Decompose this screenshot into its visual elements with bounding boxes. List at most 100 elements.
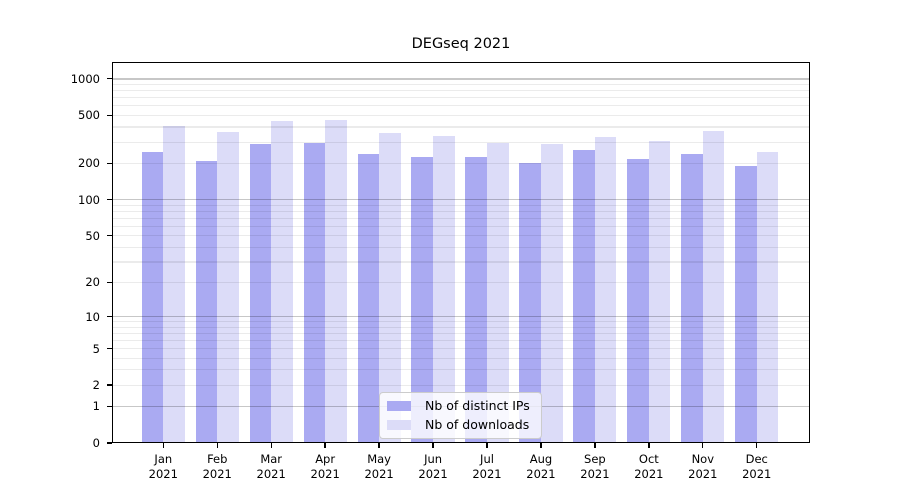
x-tick-year-jul: 2021	[472, 467, 502, 481]
bar-downloads-jun	[433, 135, 455, 443]
x-tick-label-feb: Feb 2021	[185, 452, 249, 482]
gridline-minor-600	[112, 105, 810, 107]
x-tick-year-sep: 2021	[580, 467, 610, 481]
y-tick-label-500: 500	[78, 108, 100, 123]
bar-distinct-ips-dec	[735, 166, 757, 443]
x-tick-mark-jun	[432, 443, 434, 448]
x-tick-year-jan: 2021	[148, 467, 178, 481]
gridline-minor-2	[112, 384, 810, 386]
gridline-minor-30	[112, 261, 810, 263]
bar-downloads-nov	[702, 130, 725, 443]
x-tick-year-may: 2021	[364, 467, 394, 481]
y-tick-label-10: 10	[85, 309, 100, 324]
y-tick-mark-2	[107, 384, 112, 386]
bar-downloads-mar	[271, 121, 293, 443]
legend-entry-downloads: Nb of downloads	[387, 418, 530, 432]
y-tick-label-100: 100	[78, 192, 100, 207]
x-tick-mark-dec	[756, 443, 758, 448]
x-tick-year-aug: 2021	[526, 467, 556, 481]
gridline-minor-7	[112, 332, 810, 334]
bar-distinct-ips-sep	[573, 149, 595, 443]
plot-area	[112, 62, 810, 443]
gridline-minor-80	[112, 210, 810, 212]
bar-distinct-ips-apr	[303, 142, 326, 443]
y-tick-label-1000: 1000	[70, 71, 100, 86]
gridline-minor-8	[112, 326, 810, 328]
gridline-major-10	[112, 315, 810, 318]
x-tick-mark-jan	[162, 443, 164, 448]
x-tick-mark-may	[378, 443, 380, 448]
y-tick-mark-100	[107, 198, 112, 201]
x-tick-year-oct: 2021	[634, 467, 664, 481]
gridline-minor-90	[112, 204, 810, 206]
gridline-minor-6	[112, 339, 810, 341]
x-tick-label-may: May 2021	[347, 452, 411, 482]
x-tick-label-dec: Dec 2021	[725, 452, 789, 482]
y-tick-mark-5	[107, 347, 112, 350]
y-tick-mark-1000	[107, 78, 112, 80]
x-tick-year-mar: 2021	[256, 467, 286, 481]
y-tick-label-20: 20	[85, 275, 100, 290]
y-tick-mark-1	[107, 405, 112, 408]
gridline-minor-70	[112, 217, 810, 219]
gridline-major-1000	[112, 77, 810, 80]
x-tick-year-dec: 2021	[742, 467, 772, 481]
bar-downloads-aug	[540, 144, 563, 443]
y-tick-label-0: 0	[92, 436, 100, 450]
bar-downloads-may	[379, 132, 401, 443]
x-tick-label-jul: Jul 2021	[455, 452, 519, 482]
x-tick-mark-feb	[216, 443, 218, 448]
x-tick-mark-mar	[270, 443, 272, 448]
x-tick-mark-oct	[648, 443, 650, 448]
y-tick-mark-20	[107, 281, 112, 284]
legend-label-downloads: Nb of downloads	[425, 417, 530, 432]
x-tick-year-nov: 2021	[688, 467, 718, 481]
chart-title: DEGseq 2021	[411, 36, 511, 52]
y-tick-label-2: 2	[92, 378, 100, 393]
gridline-minor-40	[112, 246, 810, 248]
y-tick-mark-10	[107, 315, 112, 318]
y-tick-label-1: 1	[92, 399, 100, 414]
legend-entry-distinct-ips: Nb of distinct IPs	[387, 399, 530, 413]
bar-distinct-ips-feb	[195, 161, 218, 443]
bar-downloads-feb	[217, 131, 239, 443]
bar-downloads-jul	[487, 143, 509, 443]
y-tick-label-200: 200	[78, 156, 100, 171]
legend-swatch-downloads	[387, 419, 411, 431]
x-tick-label-sep: Sep 2021	[563, 452, 627, 482]
gridline-minor-9	[112, 321, 810, 323]
bar-downloads-jan	[163, 125, 185, 443]
bar-downloads-apr	[325, 120, 347, 443]
bar-distinct-ips-aug	[519, 162, 541, 443]
x-tick-mark-jul	[486, 443, 488, 448]
x-tick-year-apr: 2021	[310, 467, 340, 481]
bar-distinct-ips-nov	[681, 154, 703, 443]
x-tick-label-mar: Mar 2021	[239, 452, 303, 482]
gridline-minor-20	[112, 281, 810, 284]
gridline-minor-500	[112, 114, 810, 116]
x-tick-label-oct: Oct 2021	[617, 452, 681, 482]
y-tick-mark-0	[107, 442, 112, 444]
gridline-minor-300	[112, 141, 810, 143]
gridline-minor-50	[112, 235, 810, 237]
bar-distinct-ips-jan	[141, 151, 164, 443]
x-tick-label-apr: Apr 2021	[293, 452, 357, 482]
gridline-minor-4	[112, 357, 810, 359]
y-tick-mark-50	[107, 235, 112, 237]
legend: Nb of distinct IPs Nb of downloads	[379, 392, 542, 439]
y-tick-label-5: 5	[92, 341, 100, 356]
gridline-minor-3	[112, 369, 810, 371]
gridline-minor-800	[112, 89, 810, 92]
gridline-minor-900	[112, 83, 810, 85]
x-tick-year-jun: 2021	[418, 467, 448, 481]
y-tick-mark-200	[107, 162, 112, 165]
bar-distinct-ips-oct	[627, 158, 649, 443]
x-tick-mark-aug	[540, 443, 542, 448]
x-tick-mark-sep	[594, 443, 596, 448]
legend-label-distinct-ips: Nb of distinct IPs	[425, 398, 530, 413]
gridline-major-100	[112, 198, 810, 201]
x-tick-mark-apr	[324, 443, 326, 448]
bar-distinct-ips-mar	[249, 144, 272, 443]
bar-distinct-ips-may	[357, 154, 380, 443]
